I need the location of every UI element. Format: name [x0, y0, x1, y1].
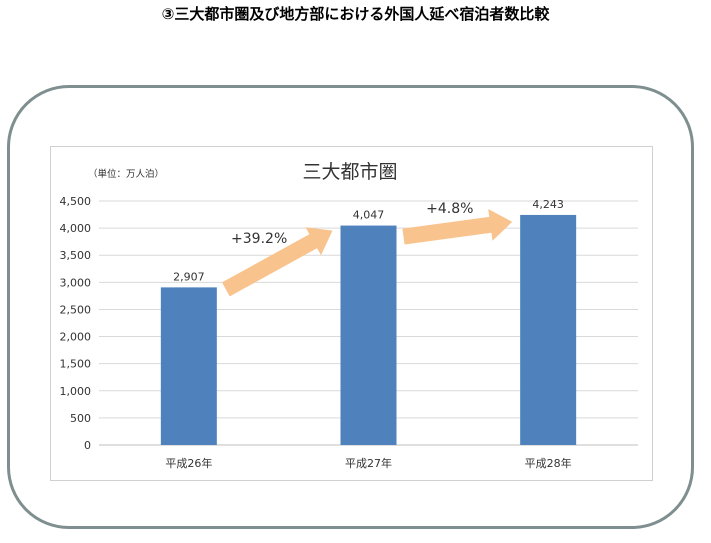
data-label: 4,243	[532, 198, 564, 211]
y-tick-label: 3,000	[60, 276, 92, 289]
bar	[520, 214, 577, 445]
chart-title: 三大都市圏	[302, 161, 397, 183]
labels: 0 500 1,000 1,500 2,000 2,500 3,000 3,500 4,000 4…	[60, 195, 572, 470]
rounded-frame	[7, 85, 694, 529]
data-label: 2,907	[173, 270, 205, 283]
unit-label: （単位：万人泊）	[88, 168, 164, 180]
x-tick-label: 平成28年	[525, 456, 572, 470]
bars	[160, 214, 577, 445]
y-tick-label: 4,500	[60, 195, 92, 208]
bar	[160, 287, 217, 445]
x-tick-label: 平成27年	[345, 456, 392, 470]
growth-rate-label: +4.8%	[426, 201, 473, 217]
y-tick-label: 0	[84, 439, 91, 452]
growth-arrow	[222, 227, 333, 297]
y-tick-label: 1,500	[60, 358, 92, 371]
growth-arrows	[222, 209, 513, 297]
y-tick-label: 4,000	[60, 222, 92, 235]
data-label: 4,047	[353, 209, 385, 222]
bar	[340, 225, 397, 445]
y-tick-label: 2,000	[60, 331, 92, 344]
y-tick-label: 3,500	[60, 249, 92, 262]
growth-rate-label: +39.2%	[231, 231, 287, 247]
growth-arrow	[402, 209, 513, 245]
page-title: ③三大都市圏及び地方部における外国人延べ宿泊者数比較	[161, 5, 550, 23]
y-tick-label: 1,000	[60, 385, 92, 398]
y-tick-label: 500	[70, 412, 91, 425]
y-tick-label: 2,500	[60, 303, 92, 316]
x-tick-label: 平成26年	[165, 456, 212, 470]
